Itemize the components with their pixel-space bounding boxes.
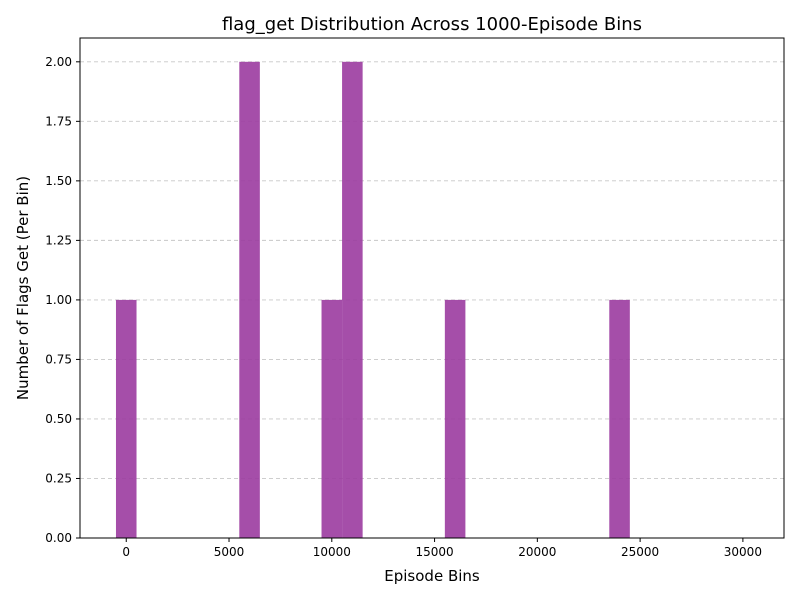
bar-4	[444, 299, 466, 538]
plot-frame	[79, 37, 785, 539]
y-tick-label-5: 1.25	[45, 233, 72, 247]
x-tick-label-6: 30000	[724, 545, 762, 559]
bar-0	[115, 299, 137, 538]
y-tick-label-6: 1.50	[45, 174, 72, 188]
x-tick-label-1: 5000	[214, 545, 245, 559]
y-axis-ticks: 0.00 0.25 0.50 0.75 1.00 1.25 1.50 1.75 2.00	[45, 55, 80, 545]
y-tick-label-2: 0.50	[45, 412, 72, 426]
x-tick-label-0: 0	[122, 545, 130, 559]
y-tick-label-0: 0.00	[45, 531, 72, 545]
bar-2	[321, 299, 343, 538]
y-tick-label-3: 0.75	[45, 352, 72, 366]
bars	[115, 61, 630, 539]
x-axis-title: Episode Bins	[384, 567, 480, 585]
bar-5	[609, 299, 630, 538]
y-tick-label-8: 2.00	[45, 55, 72, 69]
y-tick-label-4: 1.00	[45, 293, 72, 307]
bar-3	[342, 61, 363, 539]
y-tick-label-1: 0.25	[45, 471, 72, 485]
x-axis-ticks: 0 5000 10000 15000 20000 25000 30000	[122, 538, 762, 559]
x-tick-label-5: 25000	[621, 545, 659, 559]
x-tick-label-4: 20000	[518, 545, 556, 559]
x-tick-label-2: 10000	[313, 545, 351, 559]
bar-1	[239, 61, 260, 539]
y-tick-label-7: 1.75	[45, 114, 72, 128]
x-tick-label-3: 15000	[415, 545, 453, 559]
chart-title: flag_get Distribution Across 1000-Episod…	[222, 14, 642, 35]
y-axis-title: Number of Flags Get (Per Bin)	[14, 176, 32, 400]
